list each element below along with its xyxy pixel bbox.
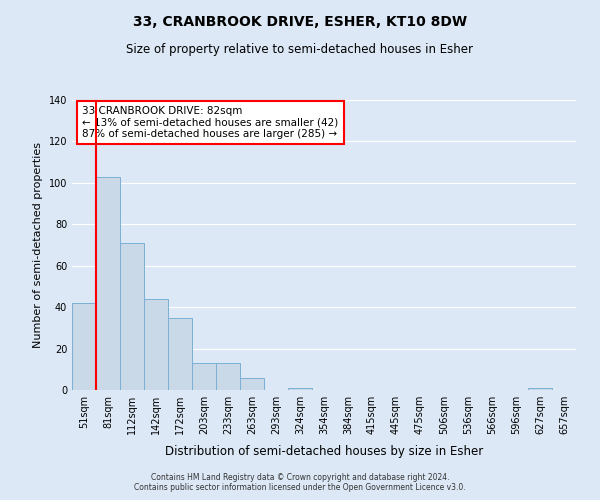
Y-axis label: Number of semi-detached properties: Number of semi-detached properties — [33, 142, 43, 348]
Bar — [168, 318, 192, 390]
Text: 33 CRANBROOK DRIVE: 82sqm
← 13% of semi-detached houses are smaller (42)
87% of : 33 CRANBROOK DRIVE: 82sqm ← 13% of semi-… — [82, 106, 338, 139]
Bar — [240, 378, 264, 390]
Bar — [72, 303, 96, 390]
Bar — [528, 388, 552, 390]
Bar — [120, 243, 144, 390]
Bar — [144, 299, 168, 390]
Bar — [288, 388, 312, 390]
Text: Size of property relative to semi-detached houses in Esher: Size of property relative to semi-detach… — [127, 42, 473, 56]
X-axis label: Distribution of semi-detached houses by size in Esher: Distribution of semi-detached houses by … — [165, 446, 483, 458]
Bar — [192, 363, 216, 390]
Bar — [96, 176, 120, 390]
Text: 33, CRANBROOK DRIVE, ESHER, KT10 8DW: 33, CRANBROOK DRIVE, ESHER, KT10 8DW — [133, 15, 467, 29]
Text: Contains HM Land Registry data © Crown copyright and database right 2024.
Contai: Contains HM Land Registry data © Crown c… — [134, 473, 466, 492]
Bar — [216, 363, 240, 390]
